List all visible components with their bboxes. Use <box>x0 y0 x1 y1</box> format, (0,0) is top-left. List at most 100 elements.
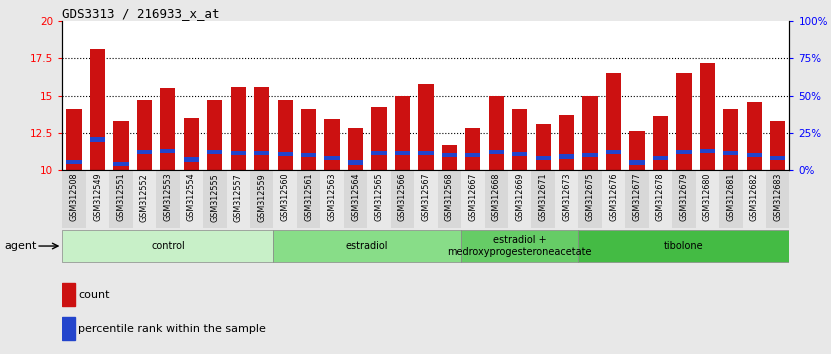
Bar <box>418 84 434 170</box>
Text: GSM312565: GSM312565 <box>375 173 383 222</box>
Bar <box>606 73 621 170</box>
Bar <box>418 151 434 155</box>
Bar <box>301 153 317 157</box>
Text: GSM312567: GSM312567 <box>421 173 430 222</box>
Text: GSM312553: GSM312553 <box>164 173 172 222</box>
Bar <box>324 156 340 160</box>
Bar <box>606 150 621 154</box>
Bar <box>113 121 129 170</box>
Bar <box>395 151 410 155</box>
Bar <box>535 156 551 160</box>
Bar <box>273 230 461 262</box>
Text: percentile rank within the sample: percentile rank within the sample <box>78 324 266 333</box>
Bar <box>583 96 597 170</box>
Bar <box>90 50 106 170</box>
Bar <box>254 151 269 155</box>
Text: GSM312552: GSM312552 <box>140 173 149 222</box>
Bar <box>602 170 625 228</box>
Text: GSM312566: GSM312566 <box>398 173 407 221</box>
Text: GSM312568: GSM312568 <box>445 173 454 221</box>
Text: GSM312681: GSM312681 <box>726 173 735 221</box>
Bar <box>629 131 645 170</box>
Bar <box>555 170 578 228</box>
Bar <box>348 160 363 165</box>
Text: GSM312563: GSM312563 <box>327 173 337 221</box>
Bar <box>278 100 293 170</box>
Bar <box>231 151 246 155</box>
Bar <box>508 170 532 228</box>
Bar <box>719 170 743 228</box>
Bar <box>297 170 320 228</box>
Bar <box>700 63 715 170</box>
Bar <box>653 156 668 160</box>
Bar <box>371 151 386 155</box>
Bar <box>395 96 410 170</box>
Bar <box>324 119 340 170</box>
Bar <box>113 162 129 166</box>
Bar <box>348 128 363 170</box>
Bar <box>367 170 391 228</box>
Bar <box>653 116 668 170</box>
Bar <box>578 230 789 262</box>
Bar <box>301 109 317 170</box>
Bar <box>676 150 691 154</box>
Text: GSM312668: GSM312668 <box>492 173 501 221</box>
Bar <box>278 152 293 156</box>
Bar <box>676 73 691 170</box>
Bar <box>344 170 367 228</box>
Text: estradiol +
medroxyprogesteroneacetate: estradiol + medroxyprogesteroneacetate <box>447 235 592 257</box>
Bar <box>371 108 386 170</box>
Text: GSM312557: GSM312557 <box>234 173 243 222</box>
Bar <box>465 128 480 170</box>
Bar <box>578 170 602 228</box>
Text: GSM312671: GSM312671 <box>538 173 548 221</box>
Bar <box>62 230 273 262</box>
Bar <box>625 170 649 228</box>
Text: GSM312561: GSM312561 <box>304 173 313 221</box>
Bar <box>559 115 574 170</box>
Text: GSM312683: GSM312683 <box>773 173 782 221</box>
Bar <box>465 153 480 157</box>
Text: GSM312564: GSM312564 <box>351 173 360 221</box>
Bar <box>203 170 227 228</box>
Text: GSM312679: GSM312679 <box>680 173 688 222</box>
Bar <box>133 170 156 228</box>
Bar <box>743 170 766 228</box>
Bar <box>766 170 789 228</box>
Bar <box>273 170 297 228</box>
Text: GSM312678: GSM312678 <box>656 173 665 221</box>
Bar <box>391 170 414 228</box>
Text: GSM312554: GSM312554 <box>187 173 196 222</box>
Bar <box>184 118 199 170</box>
Bar <box>137 100 152 170</box>
Bar <box>62 317 75 340</box>
Text: GSM312676: GSM312676 <box>609 173 618 221</box>
Text: GSM312682: GSM312682 <box>750 173 759 221</box>
Bar <box>535 124 551 170</box>
Bar <box>137 150 152 154</box>
Text: GSM312551: GSM312551 <box>116 173 125 222</box>
Text: tibolone: tibolone <box>664 241 704 251</box>
Bar <box>770 156 785 160</box>
Bar <box>160 88 175 170</box>
Text: GSM312559: GSM312559 <box>258 173 266 222</box>
Bar <box>696 170 719 228</box>
Bar <box>66 109 81 170</box>
Bar <box>489 150 504 154</box>
Bar <box>231 87 246 170</box>
Bar <box>109 170 133 228</box>
Text: GSM312667: GSM312667 <box>469 173 477 221</box>
Text: GSM312680: GSM312680 <box>703 173 712 221</box>
Bar <box>672 170 696 228</box>
Bar <box>770 121 785 170</box>
Bar <box>442 153 457 157</box>
Text: estradiol: estradiol <box>346 241 389 251</box>
Bar <box>512 152 528 156</box>
Text: agent: agent <box>4 241 37 251</box>
Text: GDS3313 / 216933_x_at: GDS3313 / 216933_x_at <box>62 7 220 20</box>
Text: count: count <box>78 290 110 300</box>
Bar <box>66 160 81 164</box>
Bar <box>90 137 106 142</box>
Bar <box>86 170 109 228</box>
Bar <box>320 170 344 228</box>
